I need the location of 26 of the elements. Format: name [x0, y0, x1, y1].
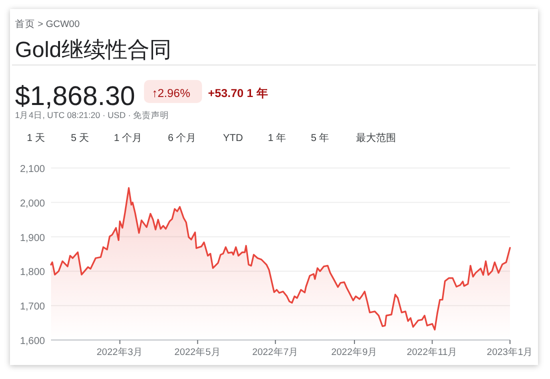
x-tick-label: 2022年9月: [331, 346, 378, 358]
x-tick-label: 2023年1月: [486, 346, 534, 358]
text: YTD: [223, 133, 243, 144]
x-tick-label: 2022年7月: [252, 346, 299, 358]
text: ↑2.96%: [152, 88, 190, 100]
y-tick-label: 1,700: [20, 302, 46, 313]
text: $1,868.30: [15, 81, 136, 111]
text: 1 天: [26, 133, 46, 144]
y-tick-label: 1,900: [20, 232, 46, 244]
text: 最大范围: [356, 132, 396, 144]
text: 首页 > GCW00: [15, 18, 80, 30]
text: 1 年: [268, 132, 286, 144]
text: 6 个月: [168, 132, 196, 144]
x-tick-label: 2022年3月: [96, 346, 144, 358]
y-tick-label: 1,800: [20, 267, 46, 278]
text: 5 天: [70, 133, 90, 144]
text: 1月4日, UTC 08:21:20 · USD · 免责声明: [15, 110, 170, 120]
x-tick-label: 2022年5月: [174, 346, 221, 358]
y-tick-label: 2,100: [20, 164, 46, 175]
chart-title: Gold继续性合同: [15, 37, 172, 62]
y-tick-label: 2,000: [20, 198, 46, 210]
text: 5 年: [310, 132, 330, 144]
y-tick-label: 1,600: [20, 336, 46, 347]
x-tick-label: 2022年11月: [406, 346, 458, 358]
text: +53.70 1 年: [208, 86, 268, 100]
text: 1 个月: [114, 132, 142, 144]
